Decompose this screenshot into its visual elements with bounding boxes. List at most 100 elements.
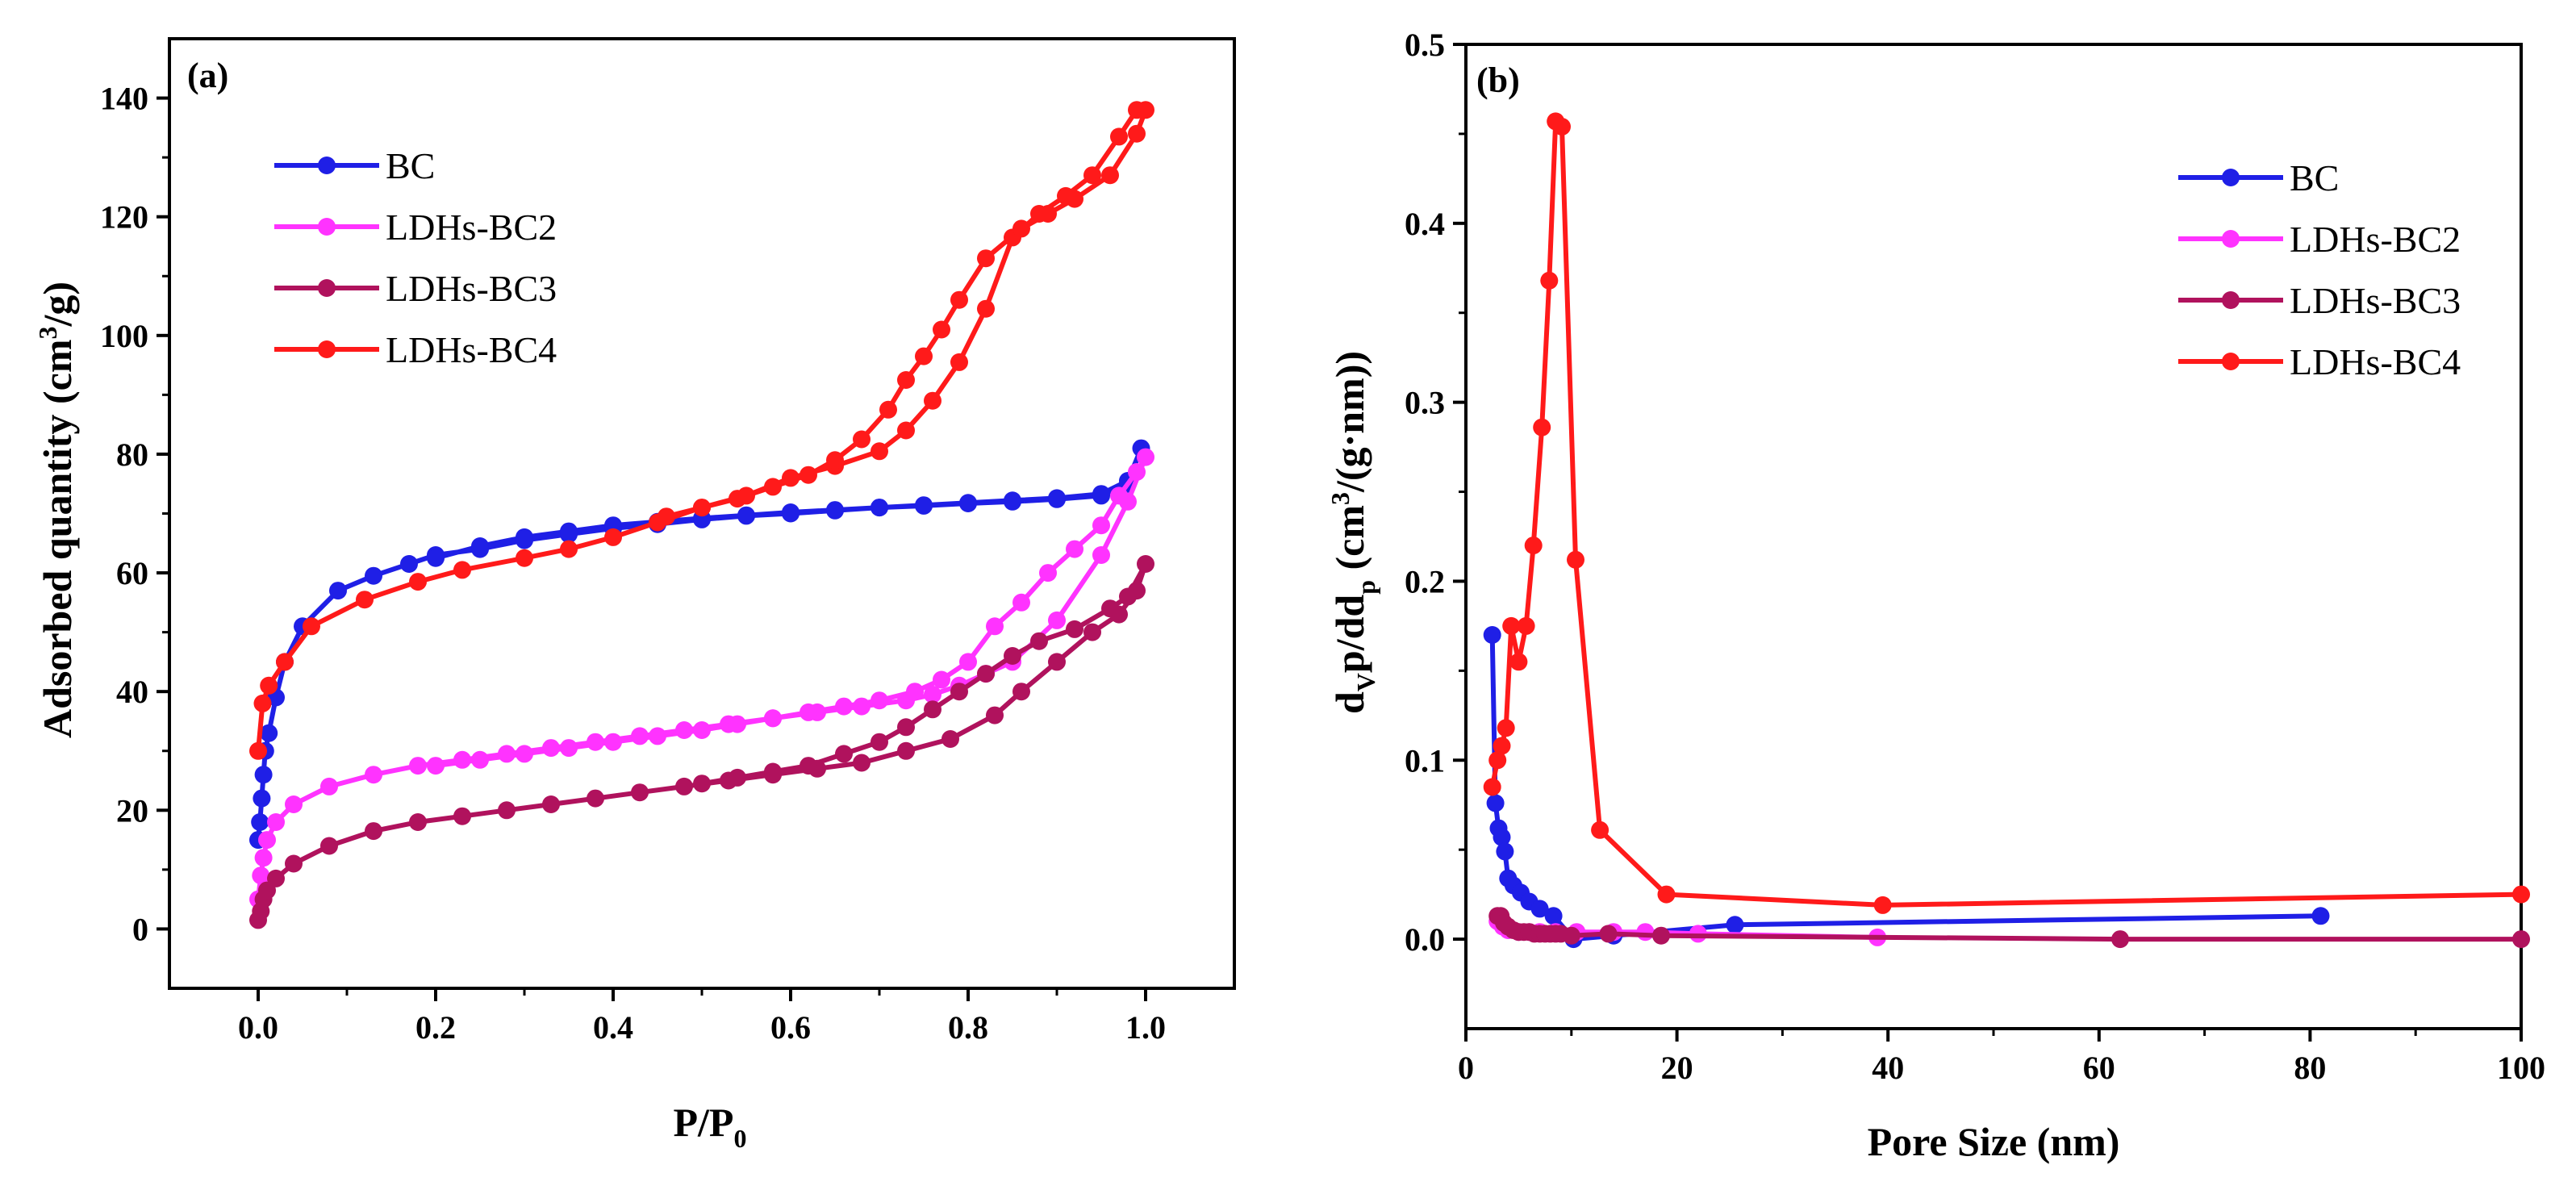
panel-b-legend-swatch-marker — [2222, 353, 2240, 370]
panel-b-y-axis-title-part-3: p — [1351, 580, 1380, 595]
panel-b: 0 20 40 60 80 100 0.0 0.1 0.2 0.3 0.4 0.5 (b) Pore … — [1326, 27, 2545, 1164]
panel-a-series-ldhs-bc4-point — [977, 299, 995, 318]
panel-a-series-bc-point — [400, 555, 418, 573]
panel-a-series-ldhs-bc2-point — [924, 685, 941, 704]
panel-a-series-ldhs-bc4-point — [516, 549, 533, 567]
panel-a-series-ldhs-bc2-point — [986, 617, 1004, 636]
panel-a-series-ldhs-bc4-point — [453, 561, 471, 579]
panel-a-series-ldhs-bc4-point — [826, 451, 844, 470]
panel-a-series-bc-point — [253, 789, 271, 808]
panel-a-series-ldhs-bc3-point — [800, 757, 817, 775]
panel-a-series-bc-point — [959, 494, 977, 512]
panel-a-series-ldhs-bc2-point — [320, 777, 338, 795]
panel-a-series-ldhs-bc2-point — [267, 813, 285, 831]
panel-b-series-ldhs-bc4-point — [1567, 550, 1584, 569]
panel-b-series-bc-point — [2311, 907, 2330, 925]
panel-a-series-ldhs-bc2-point — [631, 727, 649, 745]
panel-b-series-ldhs-bc4-point — [1873, 896, 1892, 914]
panel-a-legend-item-ldhs-bc3: LDHs-BC3 — [274, 268, 557, 309]
panel-a-series-ldhs-bc2-point — [1092, 516, 1110, 535]
panel-a-series-ldhs-bc2-point — [409, 757, 427, 775]
panel-a-series-ldhs-bc2-point — [1128, 463, 1146, 481]
panel-a-series-ldhs-bc2-point — [675, 721, 693, 739]
panel-b-y-axis-title-part-1: V — [1351, 673, 1380, 691]
panel-b-series-bc-point — [1483, 626, 1501, 644]
panel-a-series-bc-point — [737, 506, 755, 524]
panel-a-series-ldhs-bc4-point — [800, 466, 817, 484]
panel-a-series-bc-point — [915, 496, 933, 515]
panel-a-series-ldhs-bc2-point — [729, 715, 746, 733]
panel-a-x-tick-label: 0.2 — [415, 1009, 456, 1046]
panel-a-series-ldhs-bc2-point — [764, 709, 782, 728]
panel-a-series-ldhs-bc2-point — [835, 697, 853, 716]
panel-a-series-bc-point — [560, 522, 578, 541]
panel-b-legend-label: LDHs-BC3 — [2290, 280, 2461, 321]
panel-b-series-ldhs-bc3-point — [2512, 930, 2530, 949]
panel-a-series-ldhs-bc3-point — [729, 768, 746, 787]
panel-a-series-ldhs-bc2-point — [906, 683, 924, 701]
panel-a-series-bc-point — [471, 537, 489, 555]
panel-a-series-ldhs-bc3-point — [897, 741, 915, 760]
panel-b-series-ldhs-bc3-point — [1652, 926, 1670, 945]
panel-a-series-ldhs-bc2-point — [870, 691, 888, 710]
panel-b-x-tick-label: 60 — [2083, 1050, 2115, 1086]
panel-a-series-ldhs-bc4-point — [897, 421, 915, 440]
panel-b-series-ldhs-bc2-point — [1636, 923, 1655, 942]
panel-a-x-tick-label: 0.4 — [593, 1009, 633, 1046]
panel-a-series-ldhs-bc2-point — [453, 750, 471, 769]
panel-b-series-ldhs-bc4 — [1483, 112, 2530, 914]
panel-a-series-bc-point — [870, 499, 888, 517]
panel-b-x-axis-title: Pore Size (nm) — [1868, 1119, 2120, 1164]
panel-a-series-ldhs-bc3 — [249, 555, 1154, 929]
panel-a-series-ldhs-bc2-point — [1137, 448, 1154, 466]
panel-b-legend-label: LDHs-BC2 — [2290, 219, 2461, 260]
panel-a-series-bc-point — [254, 766, 273, 784]
panel-b-series-ldhs-bc3-point — [1562, 926, 1580, 945]
panel-a-series-ldhs-bc2-point — [471, 750, 489, 769]
panel-a-series-ldhs-bc2-point — [365, 766, 382, 784]
panel-a-series-ldhs-bc2-point — [1066, 540, 1083, 558]
panel-a-y-tick-label: 140 — [100, 81, 148, 117]
panel-b-x-tick-label: 40 — [1872, 1050, 1904, 1086]
panel-b-legend-swatch-marker — [2222, 291, 2240, 309]
panel-a-series-ldhs-bc2-point — [1110, 486, 1128, 505]
panel-a-series-ldhs-bc3-point — [764, 762, 782, 781]
panel-a-series-ldhs-bc3-point — [267, 869, 285, 887]
panel-b-legend-item-bc: BC — [2178, 157, 2339, 198]
panel-a-series-ldhs-bc2-point — [1092, 546, 1110, 564]
panel-a-series-ldhs-bc3-point — [1083, 623, 1101, 641]
panel-b-legend-label: BC — [2290, 157, 2339, 198]
panel-b-y-tick-label: 0.1 — [1405, 742, 1445, 779]
panel-a-y-tick-label: 0 — [132, 911, 148, 947]
panel-a-series-bc-point — [260, 724, 278, 742]
panel-a-series-bc-point — [516, 528, 533, 546]
panel-a-series-ldhs-bc2-point — [693, 721, 711, 739]
panel-a-series-ldhs-bc3-point — [587, 789, 604, 808]
panel-b-x-tick-label: 80 — [2294, 1050, 2326, 1086]
panel-a-series-ldhs-bc3-point — [1119, 587, 1137, 606]
panel-a-series-ldhs-bc2-point — [1039, 564, 1057, 582]
panel-a-series-ldhs-bc3-point — [675, 777, 693, 795]
panel-b-legend-swatch-marker — [2222, 230, 2240, 248]
panel-b-series-ldhs-bc4-point — [1657, 885, 1676, 904]
panel-b-series-ldhs-bc4-point — [1524, 537, 1543, 555]
panel-b-series-ldhs-bc4-point — [1483, 778, 1501, 796]
panel-b-series-ldhs-bc3-point — [2111, 930, 2129, 949]
panel-a-legend-item-ldhs-bc2: LDHs-BC2 — [274, 207, 557, 248]
panel-a-y-tick-label: 120 — [100, 199, 148, 236]
panel-a-series-ldhs-bc4-point — [658, 507, 675, 526]
panel-a-series-ldhs-bc3-point — [409, 813, 427, 831]
panel-b-series-bc-point — [1486, 794, 1505, 812]
panel-a-series-bc-point — [329, 582, 347, 600]
panel-a-series-ldhs-bc3-point — [897, 718, 915, 737]
panel-a-series-ldhs-bc4-point — [924, 391, 941, 410]
panel-a-label: (a) — [187, 56, 228, 95]
panel-b-y-axis-title-part-5: 3 — [1326, 492, 1355, 505]
panel-a-series-bc-point — [1092, 485, 1110, 503]
panel-a-legend: BC LDHs-BC2 LDHs-BC3 LDHs-BC4 — [274, 145, 557, 370]
panel-a-series-ldhs-bc4-point — [729, 490, 746, 508]
panel-b-legend-item-ldhs-bc2: LDHs-BC2 — [2178, 219, 2461, 260]
panel-a-series-ldhs-bc4-point — [915, 347, 933, 365]
panel-b-y-axis-title-part-6: /(g·nm)) — [1327, 351, 1372, 493]
panel-b-series-ldhs-bc4-point — [1488, 751, 1507, 770]
